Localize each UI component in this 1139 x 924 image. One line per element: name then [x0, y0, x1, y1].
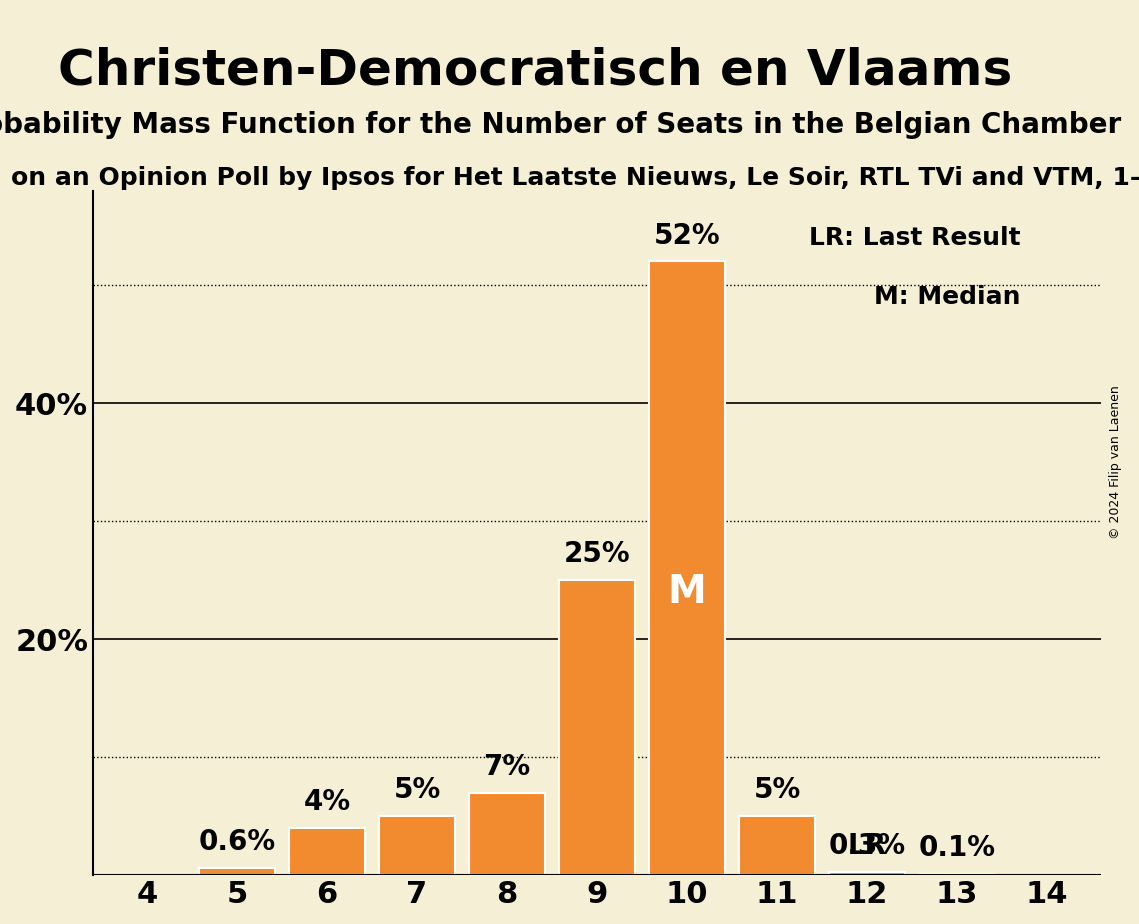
Text: Probability Mass Function for the Number of Seats in the Belgian Chamber: Probability Mass Function for the Number…: [0, 111, 1121, 139]
Text: 0.3%: 0.3%: [828, 832, 906, 860]
Text: 0.6%: 0.6%: [198, 828, 276, 857]
Text: on an Opinion Poll by Ipsos for Het Laatste Nieuws, Le Soir, RTL TVi and VTM, 1–: on an Opinion Poll by Ipsos for Het Laat…: [11, 166, 1139, 190]
Bar: [199, 868, 276, 875]
Bar: [829, 871, 906, 875]
Bar: [379, 816, 456, 875]
Bar: [289, 828, 366, 875]
Text: 5%: 5%: [393, 776, 441, 804]
Text: 7%: 7%: [484, 753, 531, 781]
Bar: [649, 261, 726, 875]
Text: M: Median: M: Median: [874, 285, 1021, 309]
Text: Christen-Democratisch en Vlaams: Christen-Democratisch en Vlaams: [58, 46, 1013, 94]
Text: LR: LR: [847, 832, 886, 860]
Text: © 2024 Filip van Laenen: © 2024 Filip van Laenen: [1109, 385, 1122, 539]
Text: M: M: [667, 573, 706, 611]
Bar: [919, 874, 995, 875]
Text: 5%: 5%: [754, 776, 801, 804]
Bar: [739, 816, 816, 875]
Text: 4%: 4%: [303, 788, 351, 816]
Bar: [559, 580, 636, 875]
Text: 0.1%: 0.1%: [919, 834, 995, 862]
Bar: [469, 793, 546, 875]
Text: 25%: 25%: [564, 541, 630, 568]
Text: LR: Last Result: LR: Last Result: [809, 226, 1021, 250]
Text: 52%: 52%: [654, 222, 721, 249]
